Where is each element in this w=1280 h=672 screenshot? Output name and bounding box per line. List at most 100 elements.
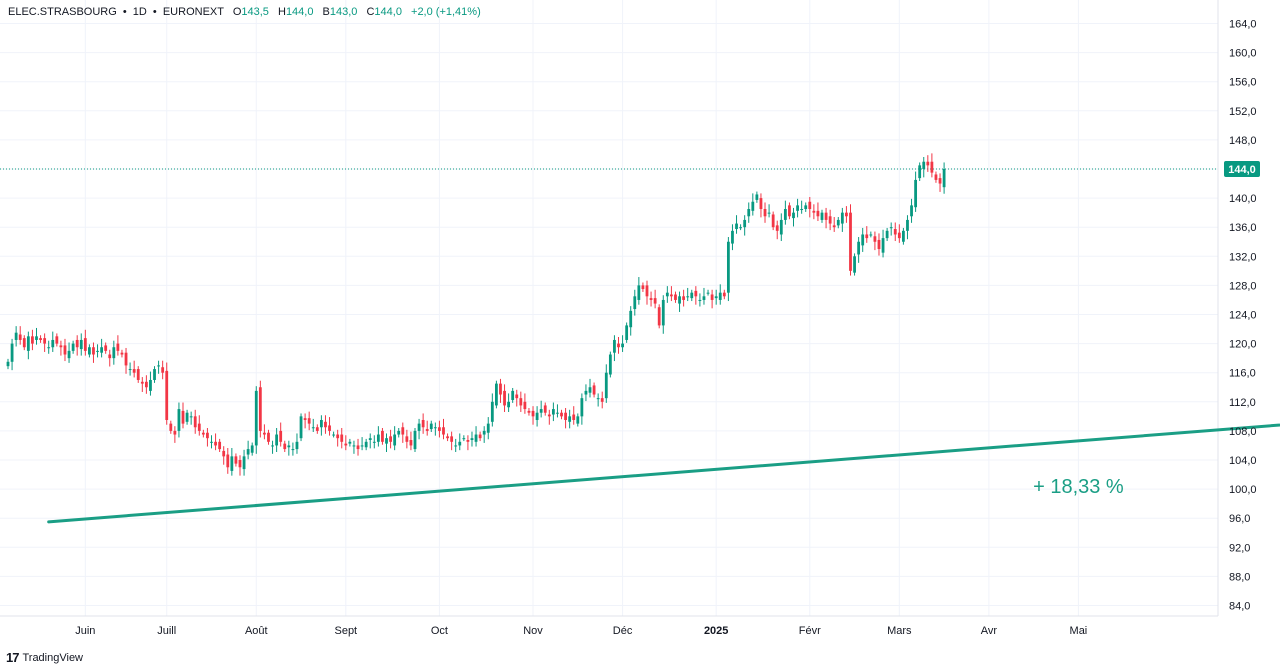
candle-body — [824, 212, 828, 220]
candle-body — [674, 294, 677, 300]
candle-body — [185, 412, 189, 422]
price-tick-label: 148,0 — [1229, 135, 1257, 147]
candle-body — [132, 369, 136, 373]
candle-body — [271, 445, 274, 447]
candle-body — [755, 194, 759, 200]
candle-body — [376, 434, 380, 442]
candle-body — [263, 432, 266, 435]
candle-body — [873, 236, 877, 242]
tradingview-branding[interactable]: 17 TradingView — [6, 650, 83, 665]
candle-body — [507, 401, 511, 408]
candle-body — [324, 421, 327, 428]
candle-body — [149, 379, 152, 391]
price-tick-label: 88,0 — [1229, 571, 1250, 583]
price-tick-label: 84,0 — [1229, 601, 1250, 613]
candle-body — [625, 325, 629, 340]
candle-body — [706, 292, 710, 294]
candle-body — [910, 205, 913, 217]
candle-body — [43, 338, 47, 344]
annotation-layer: + 18,33 % — [1033, 476, 1124, 498]
time-tick-label: Août — [245, 625, 268, 637]
candle-body — [499, 383, 502, 395]
candle-body — [547, 414, 551, 417]
candle-body — [206, 432, 209, 439]
time-tick-label: Nov — [523, 625, 543, 637]
candle-body — [653, 298, 657, 304]
price-axis[interactable]: 84,0 88,0 92,0 96,0 100,0 104,0 108,0 112,0 116,… — [1229, 19, 1257, 613]
candle-body — [608, 354, 612, 375]
candle-body — [75, 339, 79, 348]
legend-separator: • — [122, 6, 127, 18]
price-tick-label: 156,0 — [1229, 77, 1257, 89]
price-tick-label: 112,0 — [1229, 397, 1256, 409]
candle-body — [238, 460, 242, 468]
time-tick-label: Oct — [431, 625, 448, 637]
candle-body — [661, 299, 665, 326]
candle-body — [617, 343, 620, 348]
time-tick-label: 2025 — [704, 625, 728, 637]
candle-body — [633, 296, 637, 310]
candle-body — [128, 369, 132, 371]
candle-body — [678, 296, 681, 304]
candle-body — [495, 383, 498, 406]
candle-body — [702, 296, 706, 300]
candle-body — [657, 307, 661, 326]
candle-body — [564, 412, 567, 420]
candle-body — [849, 212, 852, 271]
candle-body — [425, 429, 429, 431]
candle-body — [792, 212, 795, 219]
candle-body — [165, 370, 169, 420]
candle-body — [161, 367, 165, 373]
symbol-legend[interactable]: ELEC.STRASBOURG • 1D • EURONEXT O143,5 H… — [8, 6, 481, 18]
candle-body — [234, 456, 238, 464]
candle-body — [511, 390, 515, 400]
legend-exchange: EURONEXT — [162, 6, 224, 18]
candle-body — [214, 441, 217, 446]
legend-low-label: B — [322, 6, 330, 18]
price-tick-label: 108,0 — [1229, 426, 1257, 438]
candle-body — [348, 441, 352, 444]
legend-high-label: H — [277, 6, 286, 18]
legend-close-value: 144,0 — [374, 6, 402, 18]
candle-body — [934, 174, 938, 180]
candle-body — [79, 339, 83, 350]
candle-body — [283, 443, 287, 450]
candle-body — [800, 209, 804, 211]
candle-body — [157, 365, 160, 367]
candle-body — [389, 436, 392, 442]
trend-line[interactable] — [47, 402, 1280, 524]
candle-body — [100, 347, 104, 353]
candle-body — [690, 292, 694, 299]
candle-body — [942, 169, 946, 188]
candle-body — [604, 372, 608, 399]
candle-body — [332, 434, 335, 436]
candle-body — [108, 354, 112, 359]
candle-body — [173, 430, 177, 435]
candle-body — [462, 438, 466, 440]
candle-body — [140, 381, 144, 384]
candle-body — [771, 214, 775, 228]
price-tick-label: 140,0 — [1229, 193, 1257, 205]
time-tick-label: Févr — [799, 625, 821, 637]
candle-body — [246, 449, 250, 455]
candle-body — [645, 285, 649, 297]
price-tick-label: 124,0 — [1229, 310, 1257, 322]
candle-body — [120, 352, 124, 355]
candle-body — [665, 292, 669, 297]
time-tick-label: Déc — [613, 625, 633, 637]
candle-body — [340, 434, 344, 442]
candle-body — [446, 436, 449, 439]
candle-body — [39, 338, 42, 340]
trend-line-segment — [47, 423, 1280, 524]
candle-body — [779, 219, 783, 235]
candle-body — [112, 347, 116, 359]
time-axis[interactable]: Juin Juill Août Sept Oct Nov Déc 2025 Févr Mars Av… — [75, 625, 1087, 637]
time-tick-label: Juill — [157, 625, 176, 637]
candle-body — [230, 456, 234, 471]
candle-body — [83, 338, 87, 351]
candle-body — [568, 416, 572, 422]
candle-body — [144, 381, 148, 388]
last-price-badge — [1224, 161, 1260, 177]
candle-body — [560, 412, 563, 417]
